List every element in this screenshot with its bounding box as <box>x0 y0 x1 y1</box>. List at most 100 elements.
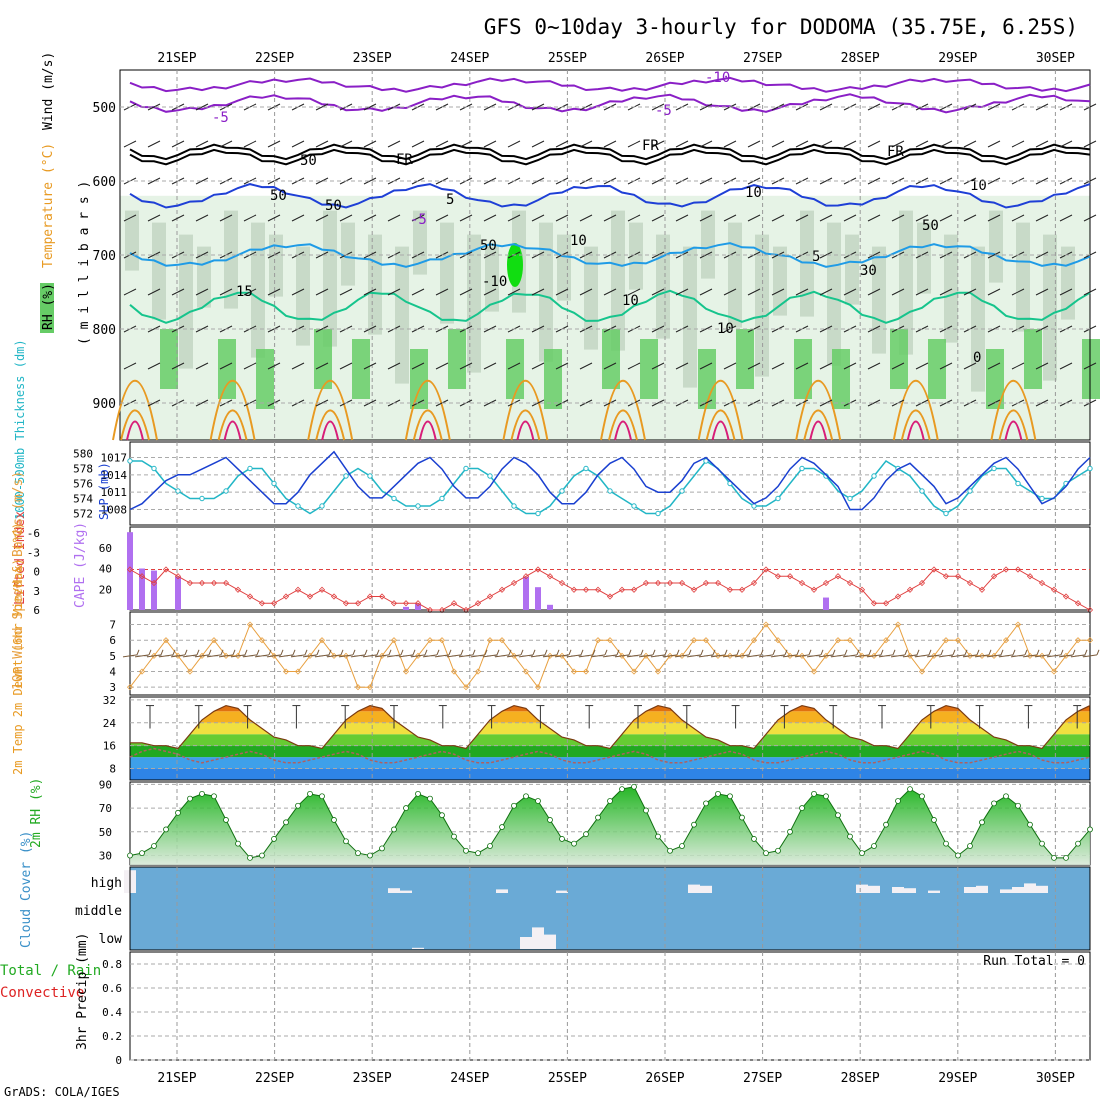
precip-tick-label: 0.2 <box>102 1030 122 1043</box>
slp-tick-label: 1011 <box>101 486 128 499</box>
cape-bar <box>403 606 409 610</box>
temp-lobe-magenta <box>906 420 925 441</box>
cloud-cell <box>856 884 868 893</box>
rh-axis-label: 2m RH (%) <box>29 778 44 848</box>
wind-barb <box>363 325 377 333</box>
wind-barb <box>987 251 1001 259</box>
wind-barb <box>507 362 521 370</box>
wind-barb-flag <box>292 649 296 656</box>
rh-point <box>667 847 673 854</box>
wind-barb <box>963 362 977 370</box>
thickness-point <box>247 465 253 472</box>
wind-barb-shaft <box>626 654 642 658</box>
wind-barb <box>123 140 137 148</box>
wind-barb <box>795 140 809 148</box>
wind-barb-flag <box>1084 649 1088 656</box>
wind-barb <box>459 140 473 148</box>
contour-label: -10 <box>705 70 730 86</box>
rh-shade-green <box>1082 339 1100 399</box>
wind-barb <box>267 288 281 296</box>
wind-barb-flag <box>220 649 224 656</box>
wind-barb-shaft <box>806 654 822 658</box>
slp-thickness-panel: 1008 1011 1014 1017 572 574 576 578 580 1000-500m… <box>13 339 1093 526</box>
wind-barb-shaft <box>902 654 918 658</box>
wind-barb <box>123 214 137 222</box>
wind-barb <box>747 140 761 148</box>
wind-speed-point <box>126 684 134 691</box>
contour-label: 10 <box>622 293 639 309</box>
wind-barb-shaft <box>230 654 246 658</box>
thickness-point <box>367 473 373 479</box>
rh-shade-green <box>256 349 274 409</box>
wind-speed-point <box>162 637 170 644</box>
li-point <box>318 586 326 593</box>
wind-barb <box>603 362 617 370</box>
li-point <box>414 600 422 607</box>
thickness-point <box>151 465 157 472</box>
rh-point <box>859 850 865 857</box>
wind-barb <box>411 140 425 148</box>
contour-label: FR <box>642 138 659 154</box>
wind-speed-point <box>594 637 602 644</box>
cloud-cell <box>904 888 916 893</box>
wind-barb <box>699 251 713 259</box>
wind-barb-flag <box>940 649 944 656</box>
date-label-bottom: 30SEP <box>1036 1071 1075 1086</box>
rh-point <box>571 840 577 847</box>
wind-barb <box>531 325 545 333</box>
temp-lobe-orange <box>112 379 158 441</box>
wind-barb <box>987 140 1001 148</box>
li-point <box>162 566 170 573</box>
wind-barb-shaft <box>470 654 486 658</box>
wind-barb <box>651 214 665 222</box>
rh-axis-label: RH (%) <box>41 283 56 330</box>
date-label-top: 30SEP <box>1036 51 1075 66</box>
wind-barb <box>915 362 929 370</box>
wind-barb <box>267 362 281 370</box>
cloud-cell <box>928 890 940 893</box>
wind-barb <box>819 362 833 370</box>
cloud-background <box>130 867 1090 950</box>
rh-point <box>295 802 301 809</box>
wind-barb-shaft <box>530 654 546 658</box>
cape-bar <box>547 604 553 610</box>
wind-speed-point <box>426 637 434 644</box>
wind-barb <box>843 214 857 222</box>
panel-frame <box>129 526 1091 611</box>
wind-barb-flag <box>376 649 380 656</box>
li-point <box>342 600 350 607</box>
wind-barb-flag <box>904 649 908 656</box>
rh-point <box>835 812 841 819</box>
rh-point <box>187 795 193 802</box>
contour-label: -5 <box>655 103 672 119</box>
wind-barb-flag <box>784 649 788 656</box>
rh-point <box>619 786 625 793</box>
rh-shade-green <box>160 329 178 389</box>
wind-barb-shaft <box>494 654 510 658</box>
thickness-axis-label: 1000-500mb Thickness (dm) <box>13 339 27 520</box>
wind-barb-shaft <box>710 654 726 658</box>
thickness-point <box>271 480 277 487</box>
rh-point <box>583 831 589 838</box>
cloud-panel: high middle low Cloud Cover (%) <box>19 831 1091 951</box>
wind-barb-flag <box>256 649 260 656</box>
precip-axis-label: 3hr Precip (mm) <box>75 933 90 1050</box>
panel-frame <box>129 866 1091 951</box>
contour-label: FR <box>396 152 413 168</box>
rh-point <box>715 790 721 797</box>
wind-barb <box>531 177 545 185</box>
li-tick-label: 6 <box>33 604 40 617</box>
wind-barb <box>627 288 641 296</box>
temp-lobe-magenta <box>711 420 730 441</box>
cloud-cell <box>868 885 880 893</box>
wind-barb-flag <box>388 649 392 656</box>
wind-barb-shaft <box>638 654 654 658</box>
wind-barb <box>531 399 545 407</box>
wind-barb-shaft <box>554 654 570 658</box>
rh-point <box>931 817 937 823</box>
wind-barb-flag <box>652 649 656 656</box>
temp-band <box>130 711 1090 723</box>
wind-barb <box>987 325 1001 333</box>
wind-barb <box>531 288 545 296</box>
